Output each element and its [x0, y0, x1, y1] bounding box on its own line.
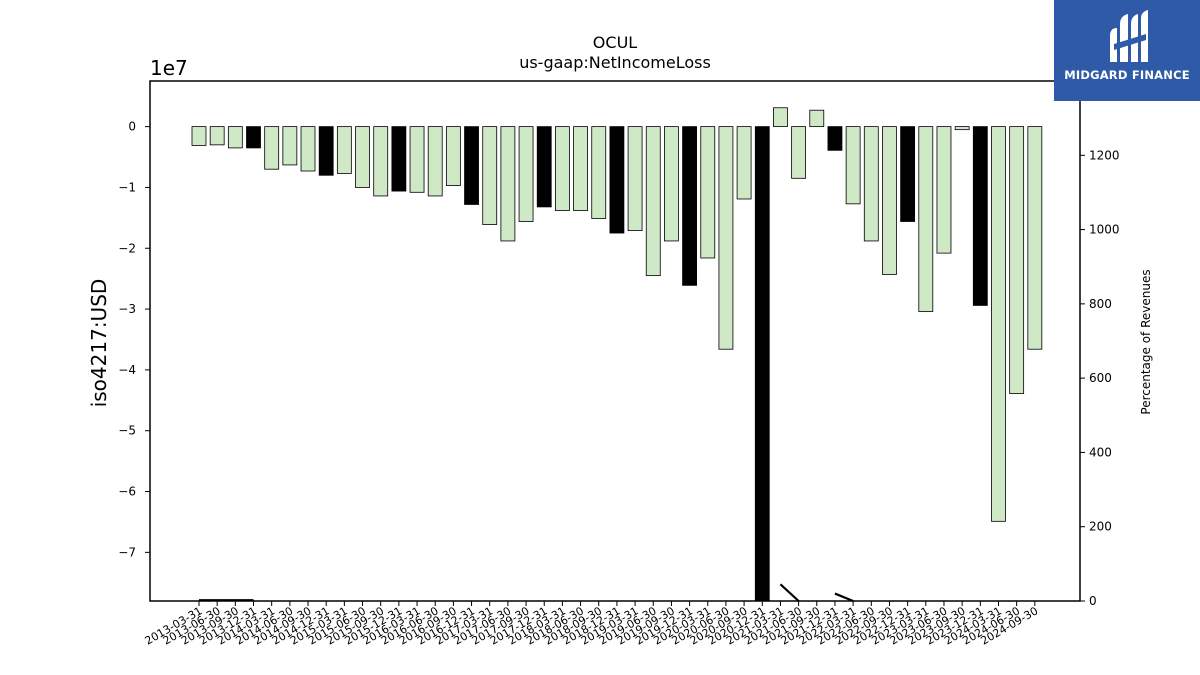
bar	[1027, 126, 1043, 350]
y-tick-label: −3	[118, 302, 136, 316]
bar	[900, 126, 916, 222]
bar	[991, 126, 1006, 522]
bar	[391, 126, 407, 192]
bar	[791, 126, 807, 179]
bar	[209, 126, 225, 146]
bar	[700, 126, 716, 259]
y-tick-label: −4	[118, 363, 136, 377]
bar	[264, 126, 280, 170]
y2-tick-label: 200	[1089, 520, 1112, 534]
y-tick-label: −6	[118, 485, 136, 499]
y2-tick-label: 1000	[1089, 223, 1120, 237]
bar	[718, 126, 734, 350]
bar	[1009, 126, 1025, 395]
bar	[936, 126, 952, 254]
bar	[409, 126, 425, 193]
bar	[591, 126, 607, 219]
series-line	[779, 583, 800, 602]
y-tick-label: −7	[118, 545, 136, 559]
bar	[827, 126, 843, 151]
y-axis-label: iso4217:USD	[87, 279, 111, 408]
y2-tick-label: 800	[1089, 297, 1112, 311]
bar	[972, 126, 988, 306]
y2-tick-label: 0	[1089, 594, 1097, 608]
y2-tick-label: 1200	[1089, 148, 1120, 162]
bar	[682, 126, 697, 286]
bar	[954, 126, 970, 131]
bar	[773, 107, 788, 128]
bar	[427, 126, 443, 197]
bar	[863, 126, 879, 242]
y2-tick-label: 600	[1089, 371, 1112, 385]
y-tick-label: −1	[118, 180, 136, 194]
bar	[573, 126, 588, 211]
chart-title: OCUL	[592, 33, 638, 52]
brand-logo: MIDGARD FINANCE	[1054, 0, 1200, 101]
bar	[536, 126, 552, 208]
bar	[482, 126, 498, 225]
series-line	[834, 592, 854, 603]
y-tick-label: −5	[118, 424, 136, 438]
bar	[609, 126, 625, 234]
bar	[246, 126, 261, 149]
y-scale-label: 1e7	[150, 56, 188, 80]
bar	[918, 126, 934, 312]
bar	[300, 126, 316, 172]
bar	[500, 126, 516, 242]
bar	[227, 126, 243, 149]
chart-subtitle: us-gaap:NetIncomeLoss	[519, 53, 711, 72]
bar	[355, 126, 370, 188]
y-tick-label: −2	[118, 241, 136, 255]
bar	[318, 126, 334, 176]
plot-frame	[149, 80, 1081, 602]
bar	[627, 126, 643, 232]
bar	[754, 126, 770, 602]
brand-name: MIDGARD FINANCE	[1064, 68, 1190, 82]
bar	[809, 109, 825, 128]
bar	[518, 126, 534, 222]
bar	[645, 126, 661, 277]
bar	[336, 126, 352, 174]
bar	[191, 126, 207, 146]
y-tick-label: 0	[128, 120, 136, 134]
bar	[555, 126, 570, 211]
y2-axis-label: Percentage of Revenues	[1139, 269, 1153, 414]
bar	[736, 126, 752, 200]
bar	[882, 126, 897, 275]
bar	[373, 126, 389, 197]
bar	[445, 126, 461, 187]
bar	[282, 126, 298, 166]
bar	[845, 126, 861, 205]
midgard-logo-icon	[1110, 10, 1148, 62]
y2-tick-label: 400	[1089, 445, 1112, 459]
bar	[664, 126, 679, 242]
bar	[464, 126, 479, 205]
